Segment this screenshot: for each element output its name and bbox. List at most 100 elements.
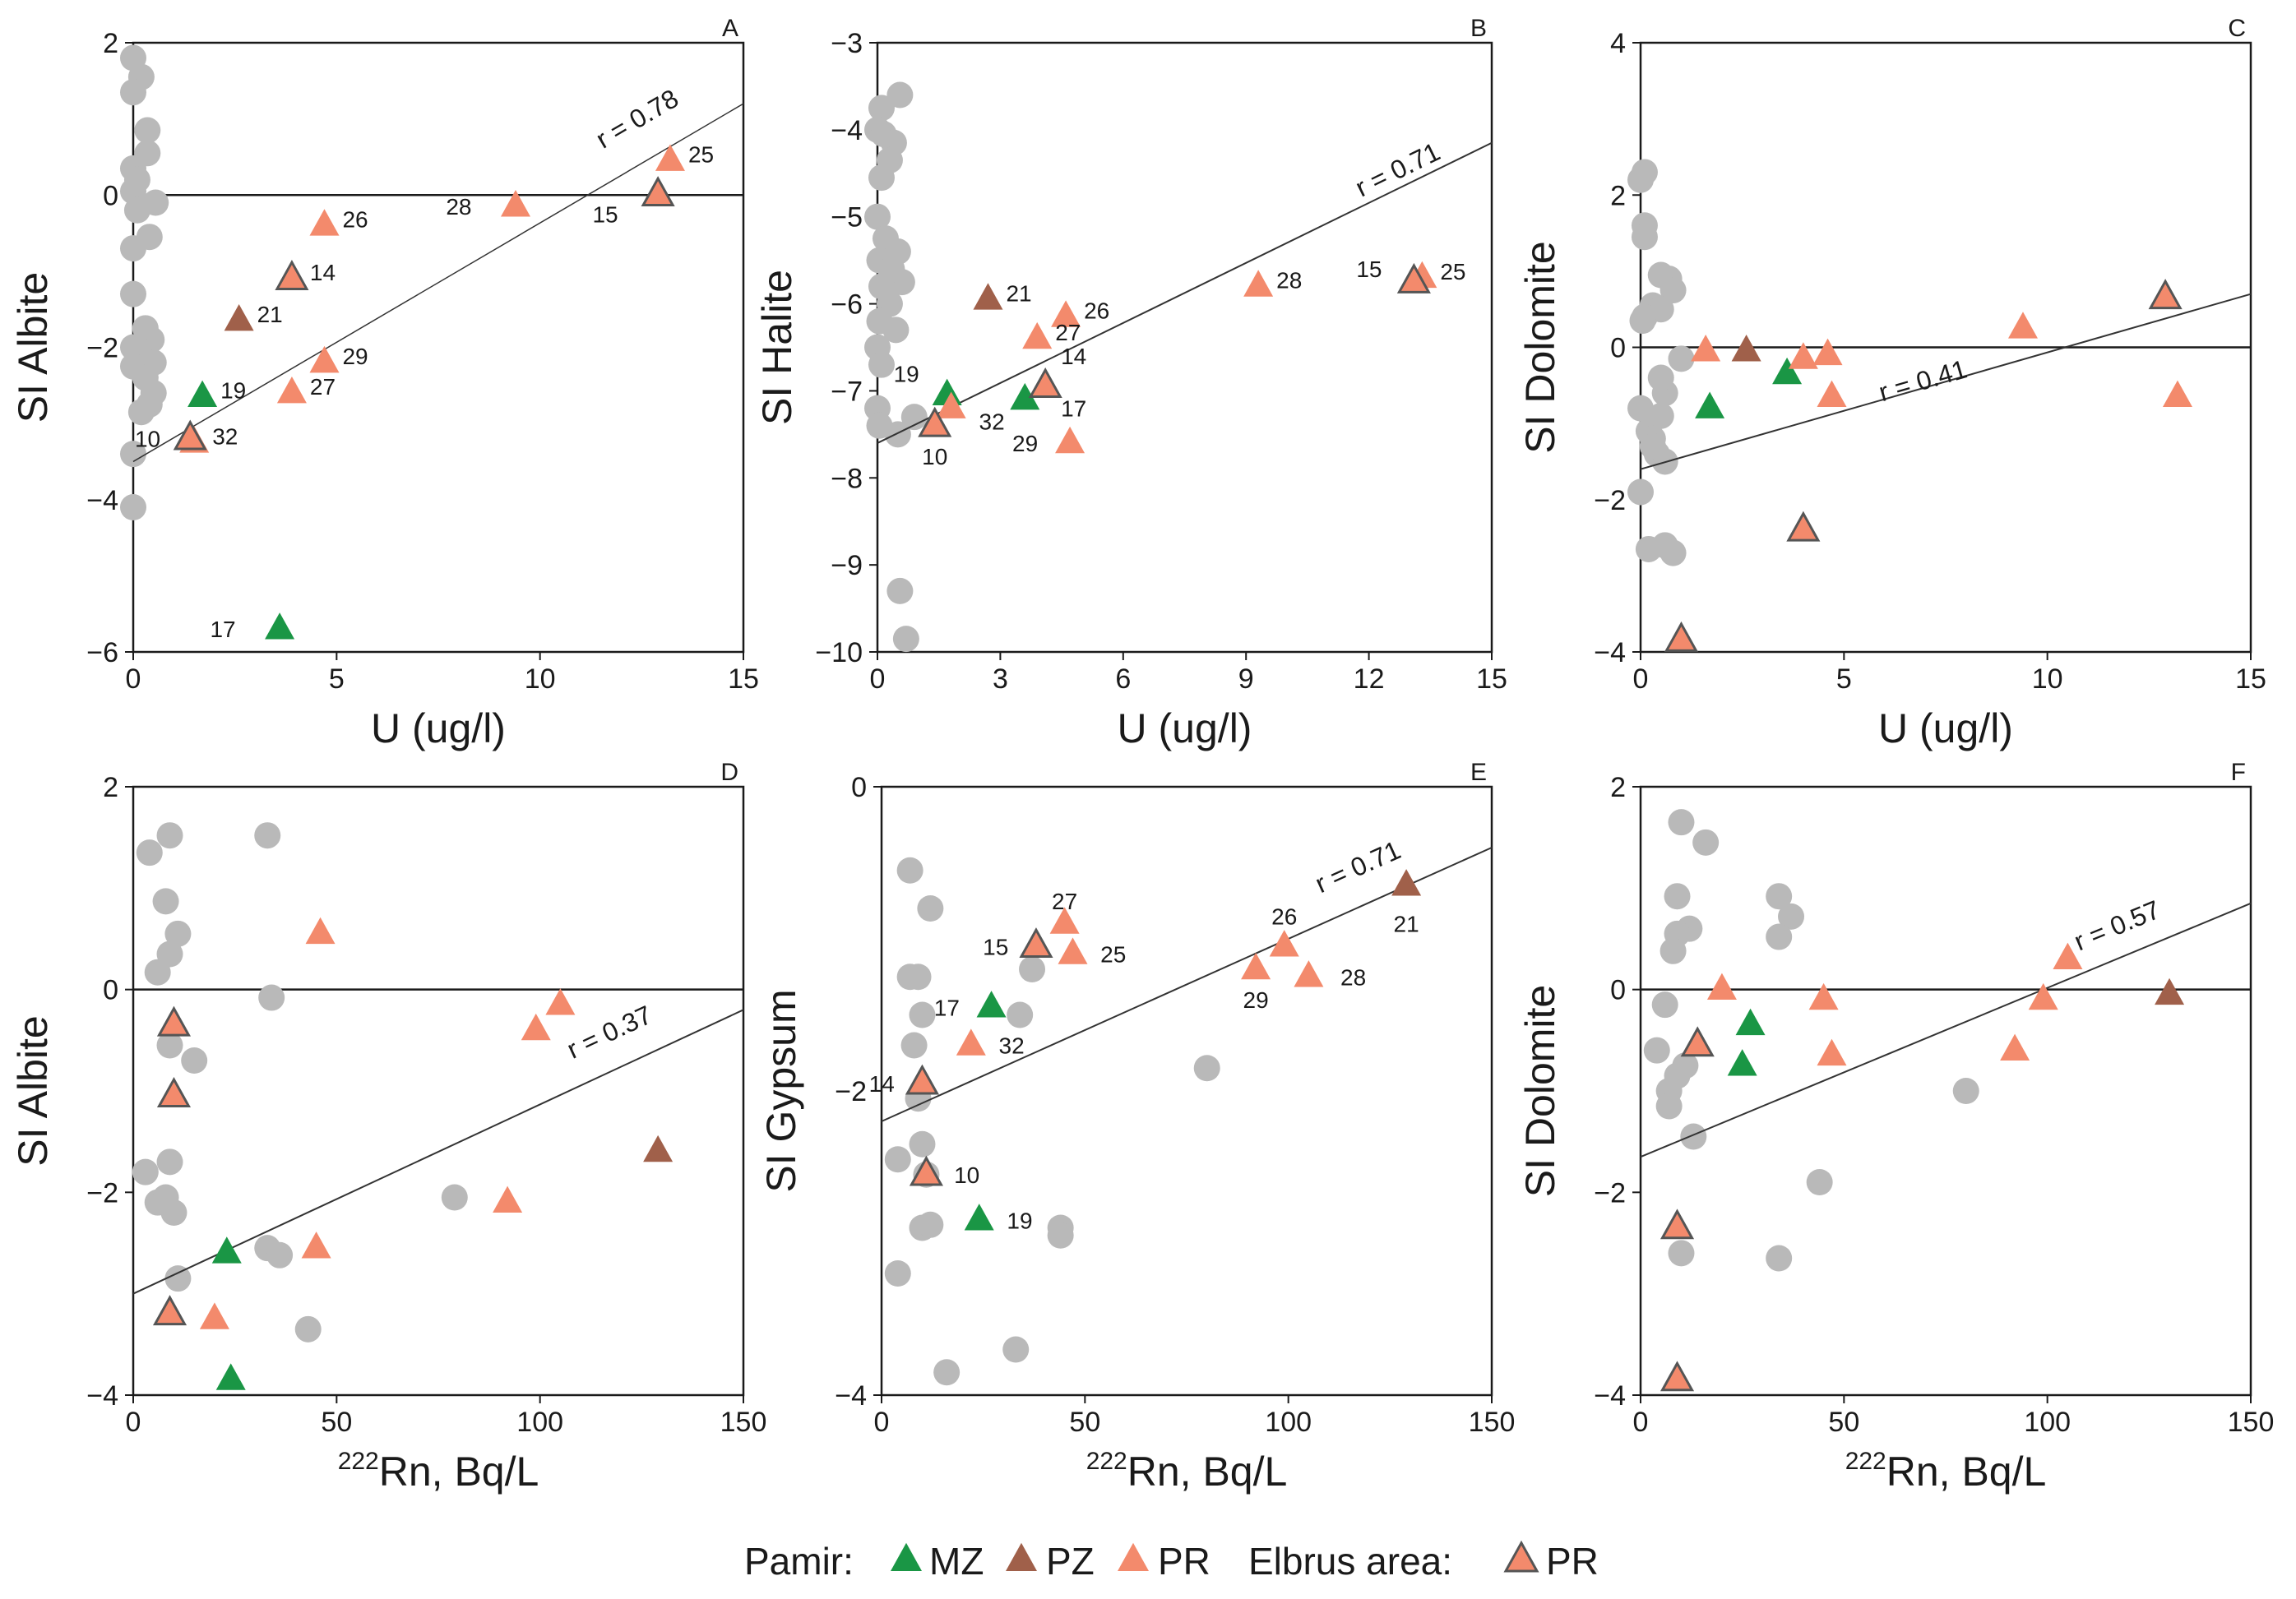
elbrus-pr-sample-triangle	[173, 419, 207, 451]
background-sample-point	[933, 1359, 961, 1386]
x-axis-label: 222Rn, Bq/L	[338, 1448, 539, 1495]
background-sample-point	[900, 404, 928, 431]
x-tick-label: 50	[1828, 1407, 1859, 1438]
background-sample-point	[1664, 883, 1691, 910]
sample-label: 32	[212, 423, 238, 449]
elbrus-pr-sample-triangle	[918, 406, 952, 437]
pamir-mz-sample-triangle	[1735, 1008, 1766, 1036]
pamir-pz-sample-triangle	[1391, 869, 1422, 896]
background-sample-point	[132, 1158, 159, 1185]
sample-label: 26	[1271, 903, 1297, 929]
pamir-pr-sample-triangle	[309, 209, 340, 236]
pamir-pz-sample-triangle	[1731, 335, 1761, 362]
background-sample-point	[868, 351, 895, 378]
background-sample-point	[868, 164, 895, 192]
y-tick-label: 0	[103, 975, 118, 1006]
correlation-label: r = 0.41	[1876, 354, 1970, 407]
pamir-pz-sample-triangle	[224, 303, 254, 331]
x-tick-label: 9	[1238, 663, 1254, 695]
correlation-label: r = 0.57	[2070, 894, 2164, 956]
background-sample-point	[254, 822, 281, 849]
pamir-pr-sample-triangle	[305, 917, 336, 945]
background-sample-point	[1766, 1245, 1793, 1272]
x-axis-label-text: Rn, Bq/L	[1127, 1449, 1288, 1495]
pamir-pr-sample-triangle	[936, 391, 966, 418]
x-tick-label: 12	[1354, 663, 1385, 695]
plot-frame	[132, 41, 745, 654]
background-sample-point	[1692, 829, 1720, 856]
elbrus-pr-sample-triangle	[1019, 927, 1053, 959]
elbrus-pr-sample-triangle	[1396, 262, 1431, 293]
background-sample-point	[134, 117, 161, 144]
legend-pz-marker	[1006, 1542, 1037, 1571]
pamir-pr-sample-triangle	[1055, 426, 1086, 454]
pamir-pr-sample-triangle	[1294, 960, 1324, 987]
x-tick-label: 15	[2235, 663, 2266, 695]
background-sample-point	[181, 1047, 208, 1074]
pamir-pr-sample-triangle	[1243, 270, 1274, 297]
background-sample-point	[884, 1146, 911, 1173]
x-axis-label-sup: 222	[338, 1448, 379, 1475]
elbrus-pr-sample-triangle	[1660, 1361, 1695, 1392]
y-tick-label: 0	[1610, 975, 1626, 1006]
sample-label: 29	[1243, 987, 1269, 1013]
sample-label: 25	[1100, 942, 1126, 968]
x-tick-label: 100	[1265, 1407, 1312, 1438]
x-axis-label-sup: 222	[1845, 1448, 1886, 1475]
elbrus-pr-sample-triangle	[156, 1076, 192, 1107]
pamir-pr-sample-triangle	[2053, 942, 2083, 969]
background-sample-point	[266, 1241, 294, 1269]
y-tick-label: −5	[831, 202, 863, 233]
pamir-pr-sample-triangle	[1817, 1038, 1847, 1066]
background-sample-point	[1627, 166, 1654, 193]
background-sample-point	[294, 1315, 322, 1343]
x-tick-label: 150	[720, 1407, 767, 1438]
x-axis-label: 222Rn, Bq/L	[1845, 1448, 2047, 1495]
background-sample-point	[1766, 923, 1793, 950]
regression-line	[1640, 902, 2252, 1158]
background-sample-point	[1952, 1078, 1979, 1104]
sample-label: 10	[135, 427, 160, 452]
pamir-pr-sample-triangle	[1691, 335, 1721, 362]
background-sample-point	[886, 577, 914, 604]
background-sample-point	[1627, 478, 1654, 506]
x-tick-label: 100	[516, 1407, 563, 1438]
sample-label: 10	[954, 1162, 979, 1188]
background-sample-point	[896, 857, 923, 884]
x-axis-label-text: Rn, Bq/L	[1886, 1449, 2047, 1495]
x-tick-label: 5	[329, 663, 345, 695]
x-tick-label: 15	[1476, 663, 1507, 695]
background-sample-point	[144, 959, 171, 986]
background-sample-point	[120, 494, 146, 521]
background-sample-point	[156, 1032, 183, 1059]
background-sample-point	[909, 1001, 936, 1028]
sample-label: 32	[979, 409, 1005, 434]
x-tick-label: 0	[126, 663, 141, 695]
elbrus-pr-sample-triangle	[2148, 279, 2183, 310]
sample-label: 27	[1052, 889, 1077, 914]
y-tick-label: −2	[1594, 1177, 1626, 1208]
pamir-pr-sample-triangle	[545, 988, 576, 1015]
pamir-pr-sample-triangle	[1269, 930, 1299, 957]
correlation-label: r = 0.78	[590, 83, 683, 154]
pamir-pr-sample-triangle	[199, 1302, 229, 1329]
background-sample-point	[1639, 432, 1666, 460]
sample-label: 17	[1061, 396, 1086, 422]
background-sample-point	[909, 1130, 936, 1158]
background-sample-point	[1660, 277, 1687, 304]
pamir-pr-sample-triangle	[309, 345, 340, 373]
pamir-mz-sample-triangle	[1727, 1049, 1757, 1076]
background-sample-point	[120, 441, 146, 468]
background-sample-point	[917, 895, 944, 922]
sample-label: 19	[1007, 1208, 1032, 1233]
elbrus-pr-sample-triangle	[909, 1155, 943, 1186]
y-tick-label: 4	[1610, 28, 1626, 59]
legend-pz-label: PZ	[1046, 1540, 1095, 1583]
background-sample-point	[888, 269, 915, 296]
legend-elbrus-pr-label: PR	[1546, 1540, 1599, 1583]
sample-label: 17	[934, 995, 960, 1020]
pamir-pz-sample-triangle	[643, 1135, 674, 1162]
background-sample-point	[1651, 991, 1678, 1019]
sample-label: 28	[1340, 964, 1366, 990]
y-tick-label: −4	[86, 1380, 118, 1412]
